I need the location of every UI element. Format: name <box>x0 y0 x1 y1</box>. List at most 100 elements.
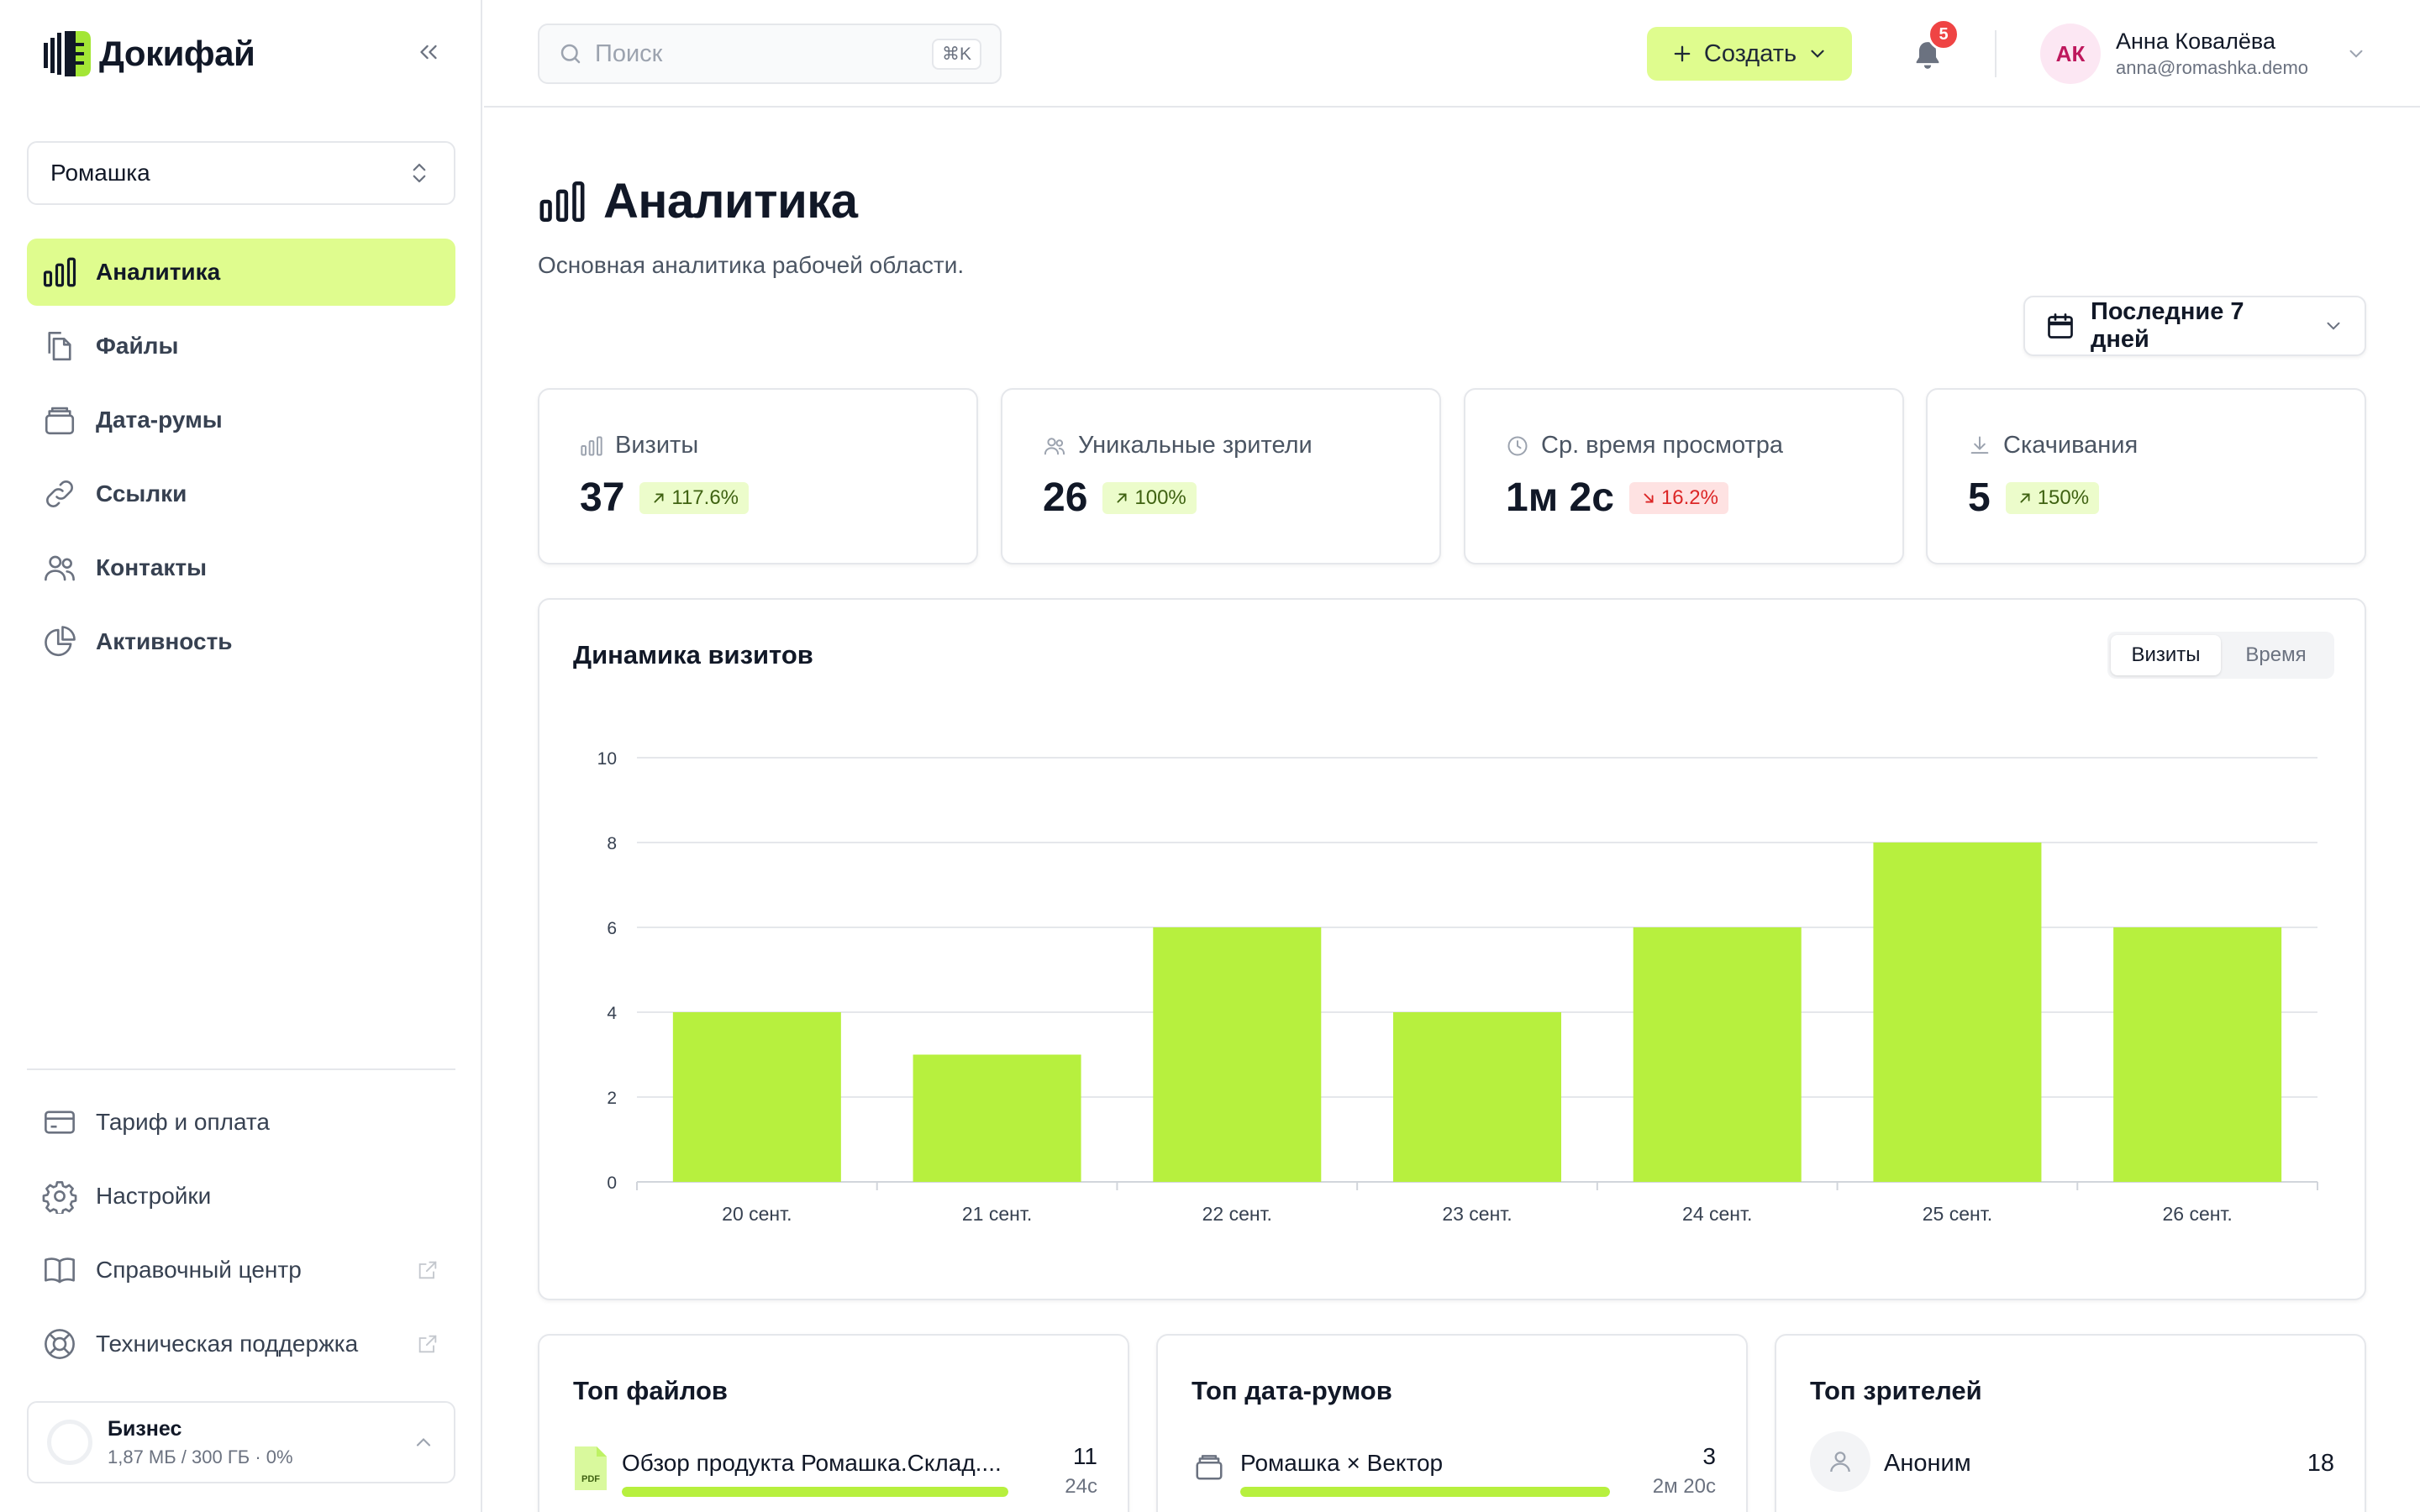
sidebar-item-links[interactable]: Ссылки <box>27 460 455 528</box>
user-menu[interactable]: АК Анна Ковалёва anna@romashka.demo <box>2040 22 2367 86</box>
bar-chart-icon <box>581 436 602 455</box>
search-input[interactable] <box>595 39 920 68</box>
pdf-file-icon: PDF <box>573 1445 608 1492</box>
lifebuoy-icon <box>45 1329 75 1359</box>
change-badge: 117.6% <box>639 481 750 514</box>
change-badge: 150% <box>2005 481 2100 514</box>
gear-icon <box>42 1181 77 1214</box>
bar-chart-icon <box>43 257 76 287</box>
chart-bar <box>1633 927 1802 1182</box>
viewer-count: 18 <box>2307 1450 2334 1477</box>
stat-value-row: 37 117.6% <box>580 475 936 521</box>
top-datarooms-card: Топ дата-румов Ромашка × Вектор 3 2м 20с <box>1156 1334 1748 1512</box>
users-icon <box>1044 437 1065 454</box>
y-tick-label: 4 <box>607 1004 617 1023</box>
notifications-count-badge: 5 <box>1928 18 1960 50</box>
page-header: Аналитика <box>538 173 858 229</box>
sidebar-item-activity[interactable]: Активность <box>27 608 455 675</box>
dataroom-icon <box>45 407 75 435</box>
svg-text:PDF: PDF <box>581 1474 600 1484</box>
stat-label: Ср. время просмотра <box>1506 432 1862 459</box>
avatar: АК <box>2040 24 2101 84</box>
top-files-card: Топ файлов PDF Обзор продукта Ромашка.Ск… <box>538 1334 1129 1512</box>
download-icon <box>1970 436 1989 454</box>
sidebar-item-label: Техническая поддержка <box>96 1331 359 1357</box>
stat-card-unique-viewers: Уникальные зрители 26 100% <box>1001 388 1441 564</box>
plan-info: Бизнес 1,87 МБ / 300 ГБ · 0% <box>108 1417 293 1468</box>
list-item-stats: 3 2м 20с <box>1623 1438 1716 1499</box>
list-item[interactable]: PDF Обзор продукта Ромашка.Склад.... 11 … <box>573 1438 1097 1505</box>
x-tick-label: 20 сент. <box>722 1203 792 1225</box>
card-title: Топ зрителей <box>1810 1376 1982 1405</box>
stat-value-row: 26 100% <box>1043 475 1399 521</box>
arrow-up-right-icon <box>654 493 664 502</box>
list-item[interactable]: Аноним 18 <box>1810 1431 2334 1499</box>
page-title: Аналитика <box>603 174 858 228</box>
x-tick-label: 24 сент. <box>1682 1203 1752 1225</box>
collapse-sidebar-button[interactable] <box>410 34 447 71</box>
y-tick-label: 2 <box>607 1089 617 1108</box>
pie-chart-icon <box>45 626 76 657</box>
file-name: Обзор продукта Ромашка.Склад.... <box>622 1450 1002 1476</box>
sidebar-item-contacts[interactable]: Контакты <box>27 534 455 601</box>
y-tick-label: 0 <box>607 1173 617 1193</box>
toggle-time[interactable]: Время <box>2245 643 2307 666</box>
chevron-down-icon <box>2327 322 2340 330</box>
sidebar-item-label: Файлы <box>96 333 179 359</box>
y-tick-label: 10 <box>597 749 617 769</box>
stat-value: 1м 2с <box>1506 475 1614 520</box>
credit-card-icon <box>45 1110 75 1134</box>
create-button-label: Создать <box>1703 39 1797 67</box>
dataroom-name: Ромашка × Вектор <box>1240 1450 1444 1476</box>
workspace-name: Ромашка <box>50 160 150 186</box>
workspace-selector[interactable]: Ромашка <box>27 141 455 205</box>
x-tick-label: 23 сент. <box>1442 1203 1512 1225</box>
sidebar-item-label: Настройки <box>96 1183 212 1209</box>
view-count: 11 <box>1072 1443 1097 1469</box>
sidebar-item-label: Тариф и оплата <box>96 1109 270 1135</box>
chart-metric-toggle: Визиты Время <box>2107 632 2334 679</box>
sidebar-item-analytics[interactable]: Аналитика <box>27 239 455 306</box>
stat-label: Уникальные зрители <box>1043 432 1399 459</box>
toggle-visits[interactable]: Визиты <box>2111 635 2221 675</box>
notifications-button[interactable] <box>1904 32 1951 79</box>
search-box[interactable]: ⌘K <box>538 24 1002 84</box>
plan-usage-card[interactable]: Бизнес 1,87 МБ / 300 ГБ · 0% <box>27 1401 455 1483</box>
sidebar-item-support[interactable]: Техническая поддержка <box>27 1310 455 1378</box>
arrow-up-right-icon <box>1117 493 1127 502</box>
card-title: Топ дата-румов <box>1192 1376 1392 1405</box>
sidebar-item-files[interactable]: Файлы <box>27 312 455 380</box>
chart-bar <box>1153 927 1322 1182</box>
brand-logo[interactable]: Докифай <box>42 25 255 82</box>
brand-name: Докифай <box>99 34 255 73</box>
chart-bar <box>672 1012 841 1182</box>
contacts-icon <box>45 555 75 581</box>
visits-bar-chart: 0 2 4 6 8 10 20 сент. 21 сент. 22 сент. 23 сент. 2… <box>597 749 2318 1225</box>
arrow-down-right-icon <box>1644 493 1654 502</box>
list-item[interactable]: Ромашка × Вектор 3 2м 20с <box>1192 1438 1716 1505</box>
arrow-up-right-icon <box>2020 493 2030 502</box>
list-item-stats: 11 24с <box>1022 1438 1097 1499</box>
stat-label: Скачивания <box>1968 432 2324 459</box>
chevron-up-icon <box>416 1438 431 1446</box>
external-link-icon <box>418 1335 437 1353</box>
sidebar-item-billing[interactable]: Тариф и оплата <box>27 1089 455 1156</box>
x-tick-label: 25 сент. <box>1923 1203 1992 1225</box>
change-badge: 16.2% <box>1628 481 1728 514</box>
sidebar-item-settings[interactable]: Настройки <box>27 1163 455 1230</box>
avatar <box>1810 1431 1870 1492</box>
sidebar-item-label: Аналитика <box>96 259 221 285</box>
date-range-select[interactable]: Последние 7 дней <box>2023 296 2366 356</box>
stat-card-downloads: Скачивания 5 150% <box>1926 388 2366 564</box>
sidebar-item-help-center[interactable]: Справочный центр <box>27 1236 455 1304</box>
dataroom-icon <box>1192 1443 1227 1490</box>
create-button[interactable]: Создать <box>1647 27 1852 81</box>
top-bar: ⌘K Создать 5 АК Анна Ковалёва anna@romas… <box>484 0 2420 108</box>
sidebar-item-datarooms[interactable]: Дата-румы <box>27 386 455 454</box>
main-nav: Аналитика Файлы Дата-румы Ссылки Контакт… <box>27 239 455 682</box>
chart-bar <box>913 1054 1081 1182</box>
topbar-divider <box>1995 30 1996 77</box>
view-count: 3 <box>1702 1443 1716 1469</box>
stat-label-text: Уникальные зрители <box>1078 432 1313 459</box>
chart-bar <box>1873 843 2042 1182</box>
